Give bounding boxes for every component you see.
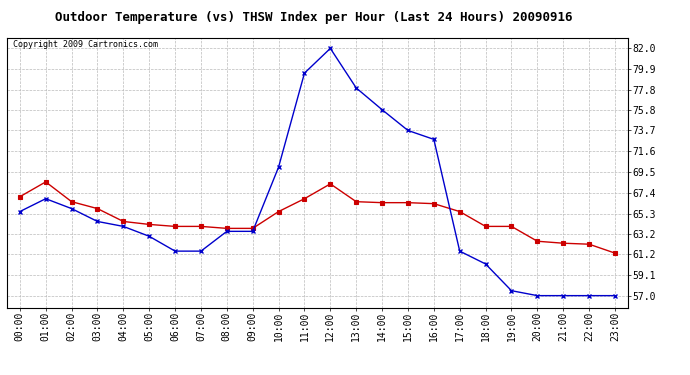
Text: Copyright 2009 Cartronics.com: Copyright 2009 Cartronics.com — [13, 40, 158, 49]
Text: Outdoor Temperature (vs) THSW Index per Hour (Last 24 Hours) 20090916: Outdoor Temperature (vs) THSW Index per … — [55, 11, 573, 24]
